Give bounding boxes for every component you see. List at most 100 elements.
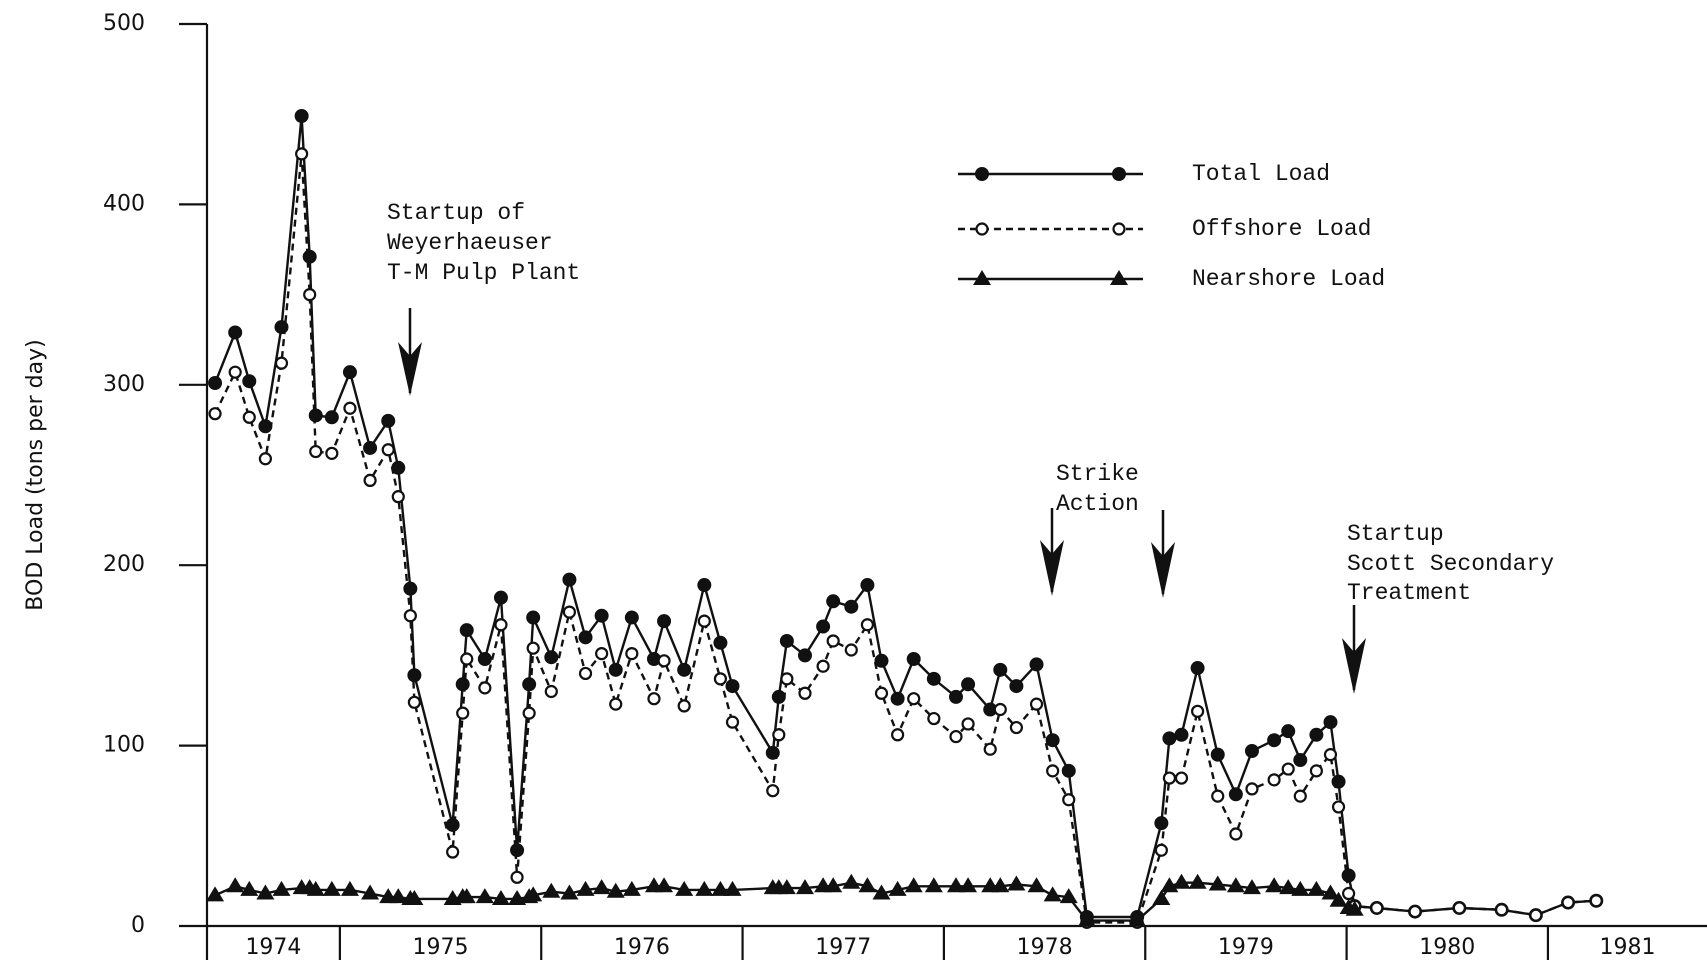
data-point (622, 880, 641, 896)
data-point (343, 401, 357, 415)
data-point (258, 452, 272, 466)
data-point (860, 618, 875, 632)
data-point (363, 473, 377, 488)
data-point (1059, 888, 1078, 904)
data-point (403, 609, 417, 623)
x-tick-label: 1974 (245, 935, 301, 960)
data-point (1191, 704, 1205, 718)
data-point (606, 882, 625, 898)
data-point (1061, 763, 1076, 778)
data-point (824, 877, 843, 893)
data-point (608, 662, 623, 677)
data-point (445, 817, 460, 832)
data-point (711, 880, 730, 896)
data-point (625, 646, 639, 661)
data-point (446, 845, 460, 859)
data-point (1172, 873, 1191, 889)
data-point (816, 619, 831, 634)
data-point (303, 288, 317, 302)
data-point (797, 648, 812, 663)
data-point (872, 884, 891, 900)
data-point (959, 877, 978, 893)
data-point (949, 729, 963, 744)
data-point (1267, 733, 1282, 748)
y-tick-label: 500 (103, 11, 145, 36)
data-point (1309, 727, 1324, 742)
data-point (1265, 877, 1284, 893)
data-point (1226, 877, 1245, 893)
data-point (860, 578, 875, 593)
data-point (891, 728, 905, 742)
data-point (526, 610, 541, 625)
data-point (208, 375, 223, 390)
data-point (1242, 879, 1261, 895)
data-point (906, 652, 921, 667)
data-point (460, 652, 474, 666)
data-point (1279, 879, 1298, 895)
data-point (624, 610, 639, 625)
data-point (274, 320, 289, 335)
data-point (592, 879, 611, 895)
data-point (657, 654, 671, 668)
data-point (1589, 894, 1603, 908)
data-point (272, 880, 291, 896)
data-point (780, 672, 794, 686)
data-point (542, 882, 561, 898)
data-point (475, 888, 494, 904)
data-point (295, 147, 309, 161)
data-point (795, 879, 814, 895)
data-point (842, 873, 861, 889)
data-point (1046, 764, 1060, 778)
data-point (405, 889, 424, 905)
data-point (816, 659, 830, 673)
data-point (609, 697, 623, 711)
data-point (576, 880, 595, 896)
data-point (961, 677, 976, 692)
data-point (1345, 900, 1364, 916)
y-tick-label: 100 (103, 733, 145, 758)
data-point (242, 374, 257, 389)
data-point (772, 728, 786, 742)
data-point (363, 440, 378, 455)
data-point (1309, 764, 1323, 778)
data-point (927, 711, 941, 726)
data-point (713, 635, 728, 650)
data-point (826, 634, 840, 648)
data-point (456, 706, 470, 720)
data-point (510, 870, 524, 884)
data-point (322, 880, 341, 896)
data-point (544, 650, 559, 665)
data-point (494, 618, 508, 632)
data-point (560, 884, 579, 900)
data-point (1341, 868, 1356, 883)
data-point (459, 623, 474, 638)
data-point (961, 717, 975, 731)
data-point (1162, 771, 1177, 785)
x-tick-label: 1981 (1599, 935, 1655, 960)
data-point (725, 715, 740, 729)
data-point (1529, 908, 1543, 922)
data-point (1009, 679, 1024, 694)
data-point (206, 886, 225, 902)
data-point (1062, 793, 1076, 807)
data-point (1342, 886, 1356, 901)
legend-label: Total Load (1192, 161, 1330, 187)
x-tick-label: 1976 (614, 935, 670, 960)
data-point (1210, 747, 1225, 762)
data-point (493, 590, 508, 605)
data-point (1188, 873, 1207, 889)
data-point (1229, 827, 1243, 841)
arrow-head (1151, 542, 1175, 598)
data-point (1128, 911, 1147, 927)
data-point (242, 410, 256, 424)
data-point (1043, 886, 1062, 902)
legend-marker (973, 270, 991, 285)
data-point (1293, 789, 1307, 803)
data-point (407, 695, 421, 709)
data-point (1281, 724, 1296, 739)
data-point (926, 671, 941, 686)
data-point (256, 884, 275, 900)
legend-label: Offshore Load (1192, 216, 1371, 242)
data-point (578, 666, 593, 681)
data-point (228, 365, 242, 379)
